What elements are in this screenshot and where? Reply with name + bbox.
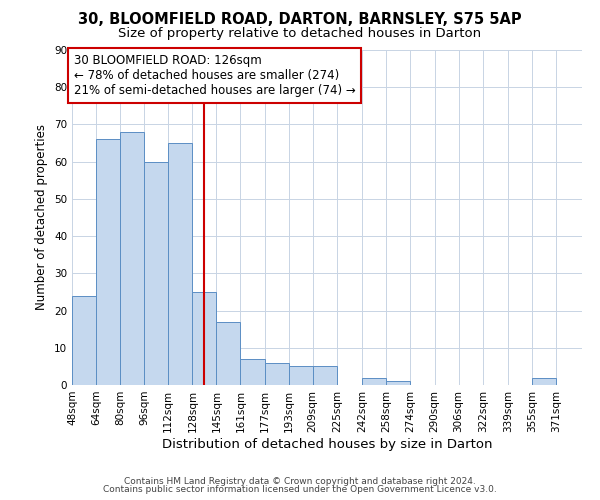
Y-axis label: Number of detached properties: Number of detached properties (35, 124, 49, 310)
Bar (217, 322, 241, 385)
Bar (386, 382, 410, 385)
Bar (168, 143, 193, 385)
Bar (265, 362, 289, 385)
X-axis label: Distribution of detached houses by size in Darton: Distribution of detached houses by size … (162, 438, 492, 450)
Bar (120, 132, 144, 385)
Bar (532, 378, 556, 385)
Text: Size of property relative to detached houses in Darton: Size of property relative to detached ho… (118, 26, 482, 40)
Bar (362, 378, 386, 385)
Bar (193, 292, 217, 385)
Text: Contains HM Land Registry data © Crown copyright and database right 2024.: Contains HM Land Registry data © Crown c… (124, 477, 476, 486)
Bar (313, 366, 337, 385)
Text: 30, BLOOMFIELD ROAD, DARTON, BARNSLEY, S75 5AP: 30, BLOOMFIELD ROAD, DARTON, BARNSLEY, S… (78, 12, 522, 28)
Bar (241, 359, 265, 385)
Bar (289, 366, 313, 385)
Bar (96, 140, 120, 385)
Text: 30 BLOOMFIELD ROAD: 126sqm
← 78% of detached houses are smaller (274)
21% of sem: 30 BLOOMFIELD ROAD: 126sqm ← 78% of deta… (74, 54, 355, 96)
Bar (72, 296, 96, 385)
Text: Contains public sector information licensed under the Open Government Licence v3: Contains public sector information licen… (103, 485, 497, 494)
Bar (144, 162, 168, 385)
